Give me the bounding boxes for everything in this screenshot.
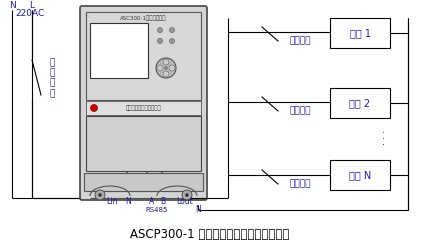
Text: 分路开关: 分路开关 — [289, 180, 311, 188]
FancyBboxPatch shape — [80, 6, 207, 200]
Bar — [86, 116, 201, 171]
Text: N: N — [195, 206, 201, 214]
Bar — [330, 18, 390, 48]
Text: ASC300-1限流式保护器: ASC300-1限流式保护器 — [120, 15, 167, 21]
Text: Lin: Lin — [107, 196, 118, 205]
Circle shape — [99, 194, 101, 196]
Bar — [330, 160, 390, 190]
Text: 负载 2: 负载 2 — [349, 98, 370, 108]
Text: ASCP300-1 型限流式保护器的应用接线图: ASCP300-1 型限流式保护器的应用接线图 — [131, 228, 290, 241]
Text: 分路开关: 分路开关 — [289, 106, 311, 116]
Circle shape — [163, 59, 169, 65]
Bar — [330, 88, 390, 118]
Text: N: N — [8, 2, 16, 11]
Text: L: L — [29, 2, 35, 11]
Circle shape — [170, 38, 174, 44]
Circle shape — [169, 65, 175, 71]
Circle shape — [157, 28, 163, 32]
Text: 进
户
开
关: 进 户 开 关 — [49, 58, 55, 98]
Text: · · ·: · · · — [380, 130, 390, 144]
Circle shape — [182, 190, 192, 200]
Text: 负载 N: 负载 N — [349, 170, 371, 180]
Text: N: N — [125, 196, 131, 205]
Text: B: B — [160, 196, 165, 205]
Circle shape — [170, 28, 174, 32]
Circle shape — [157, 65, 163, 71]
Circle shape — [163, 71, 169, 77]
Text: A: A — [149, 196, 155, 205]
Circle shape — [157, 38, 163, 44]
Bar — [84, 173, 203, 191]
Circle shape — [91, 104, 98, 112]
Circle shape — [165, 66, 168, 70]
Bar — [86, 12, 201, 100]
Text: 安科瑞电气股份有限公司: 安科瑞电气股份有限公司 — [126, 105, 162, 111]
Bar — [86, 101, 201, 115]
Bar — [90, 23, 148, 78]
Circle shape — [95, 190, 105, 200]
Text: 负载 1: 负载 1 — [349, 28, 370, 38]
Text: RS485: RS485 — [146, 207, 168, 213]
Text: Lout: Lout — [177, 196, 193, 205]
Text: 分路开关: 分路开关 — [289, 36, 311, 46]
Text: 220AC: 220AC — [15, 10, 44, 18]
Circle shape — [186, 194, 189, 196]
Circle shape — [156, 58, 176, 78]
